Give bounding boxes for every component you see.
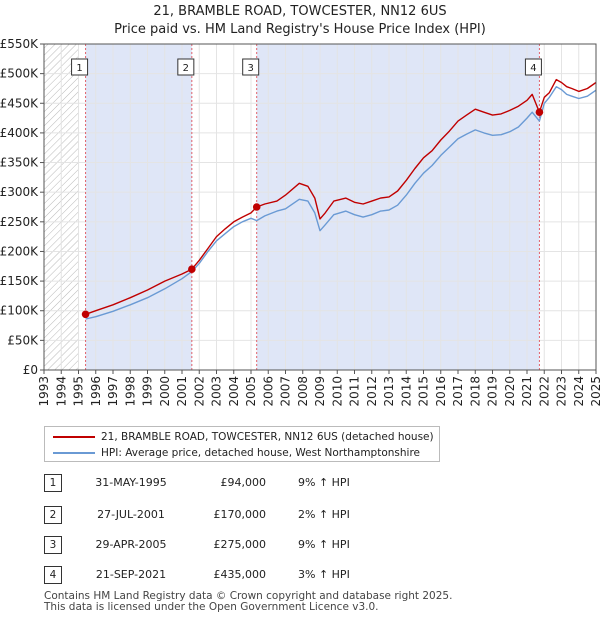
x-tick-label: 2008 <box>296 376 310 407</box>
hpi-line <box>85 86 596 320</box>
x-tick-label: 2013 <box>382 376 396 407</box>
sale-hpi-change: 3% ↑ HPI <box>298 568 350 581</box>
y-tick-label: £150K <box>0 274 39 288</box>
sale-number-badge: 2 <box>44 506 62 524</box>
legend-label-property: 21, BRAMBLE ROAD, TOWCESTER, NN12 6US (d… <box>101 431 434 443</box>
x-tick-label: 2018 <box>468 376 482 407</box>
sale-hpi-change: 9% ↑ HPI <box>298 538 350 551</box>
x-tick-label: 2007 <box>279 376 293 407</box>
x-tick-label: 2017 <box>451 376 465 407</box>
sale-number-badge: 1 <box>44 474 62 492</box>
property-price-line <box>85 78 596 315</box>
x-tick-label: 2009 <box>313 376 327 407</box>
legend-label-hpi: HPI: Average price, detached house, West… <box>101 447 420 459</box>
x-tick-label: 2021 <box>520 376 534 407</box>
x-tick-label: 2006 <box>261 376 275 407</box>
y-tick-label: £200K <box>0 244 39 258</box>
y-tick-label: £0 <box>23 363 38 377</box>
x-tick-label: 2012 <box>365 376 379 407</box>
sale-marker-box <box>242 58 260 76</box>
chart-legend: 21, BRAMBLE ROAD, TOWCESTER, NN12 6US (d… <box>44 426 440 462</box>
x-tick-label: 1998 <box>123 376 137 407</box>
table-row: 3 29-APR-2005 £275,000 9% ↑ HPI <box>0 536 600 558</box>
x-tick-label: 1996 <box>89 376 103 407</box>
x-tick-label: 1994 <box>54 376 68 407</box>
sale-marker-label: 2 <box>183 63 189 74</box>
x-tick-label: 2025 <box>589 376 600 407</box>
y-tick-label: £100K <box>0 304 39 318</box>
table-row: 4 21-SEP-2021 £435,000 3% ↑ HPI <box>0 566 600 588</box>
x-tick-label: 2004 <box>227 376 241 407</box>
chart-title: 21, BRAMBLE ROAD, TOWCESTER, NN12 6US Pr… <box>0 3 600 39</box>
sale-marker-label: 3 <box>248 63 254 74</box>
y-tick-label: £250K <box>0 215 39 229</box>
x-tick-label: 2010 <box>330 376 344 407</box>
sale-number-badge: 4 <box>44 566 62 584</box>
x-tick-label: 2001 <box>175 376 189 407</box>
x-tick-label: 1995 <box>72 376 86 407</box>
y-tick-label: £350K <box>0 156 39 170</box>
sale-marker-box <box>177 58 195 76</box>
x-tick-label: 2002 <box>192 376 206 407</box>
y-tick-label: £300K <box>0 185 39 199</box>
y-tick-label: £500K <box>0 67 39 81</box>
chart-title-line-2: Price paid vs. HM Land Registry's House … <box>114 22 486 37</box>
x-tick-label: 2000 <box>158 376 172 407</box>
sale-date: 31-MAY-1995 <box>95 476 167 489</box>
x-tick-label: 2019 <box>486 376 500 407</box>
x-tick-label: 2022 <box>537 376 551 407</box>
sales-table: 1 31-MAY-1995 £94,000 9% ↑ HPI 2 27-JUL-… <box>0 474 600 588</box>
y-tick-label: £550K <box>0 37 39 51</box>
sale-date: 21-SEP-2021 <box>95 568 167 581</box>
sale-marker-box <box>524 58 542 76</box>
y-tick-label: £400K <box>0 126 39 140</box>
sale-marker-label: 4 <box>530 63 536 74</box>
table-row: 2 27-JUL-2001 £170,000 2% ↑ HPI <box>0 506 600 528</box>
x-tick-label: 2023 <box>555 376 569 407</box>
sale-price: £435,000 <box>213 568 267 581</box>
legend-swatch-property <box>53 436 95 438</box>
sale-point <box>252 203 261 211</box>
sale-hpi-change: 9% ↑ HPI <box>298 476 350 489</box>
sale-price: £94,000 <box>220 476 267 489</box>
x-tick-label: 2015 <box>417 376 431 407</box>
footer-line-2: This data is licensed under the Open Gov… <box>44 601 379 613</box>
sale-price: £275,000 <box>213 538 267 551</box>
chart-title-line-1: 21, BRAMBLE ROAD, TOWCESTER, NN12 6US <box>153 4 447 19</box>
x-tick-label: 2020 <box>503 376 517 407</box>
sale-marker-box <box>71 58 89 76</box>
sale-price: £170,000 <box>213 508 267 521</box>
x-tick-label: 1997 <box>106 376 120 407</box>
table-row: 1 31-MAY-1995 £94,000 9% ↑ HPI <box>0 474 600 496</box>
x-tick-label: 2016 <box>434 376 448 407</box>
sale-date: 29-APR-2005 <box>95 538 167 551</box>
y-tick-label: £50K <box>7 333 39 347</box>
sale-date: 27-JUL-2001 <box>97 508 165 521</box>
shaded-region <box>256 44 540 370</box>
sale-point <box>535 108 544 116</box>
sale-point <box>188 265 196 274</box>
sale-number-badge: 3 <box>44 536 62 554</box>
x-tick-label: 1993 <box>37 376 51 407</box>
x-tick-label: 2005 <box>244 376 258 407</box>
x-tick-label: 2014 <box>399 376 413 407</box>
sale-marker-label: 1 <box>76 63 82 74</box>
x-tick-label: 2024 <box>572 376 586 407</box>
x-tick-label: 2003 <box>210 376 224 407</box>
y-tick-label: £450K <box>0 96 39 110</box>
x-tick-label: 1999 <box>141 376 155 407</box>
shaded-region <box>85 44 192 370</box>
legend-swatch-hpi <box>53 452 95 454</box>
footer-line-1: Contains HM Land Registry data © Crown c… <box>44 590 453 602</box>
x-tick-label: 2011 <box>348 376 362 407</box>
sale-hpi-change: 2% ↑ HPI <box>298 508 350 521</box>
footer-attribution: Contains HM Land Registry data © Crown c… <box>44 591 584 613</box>
price-chart: 1 2 3 4 £0 £50K £100K £150K £200K £250K £300K £350… <box>0 37 600 407</box>
sale-point <box>81 310 90 319</box>
